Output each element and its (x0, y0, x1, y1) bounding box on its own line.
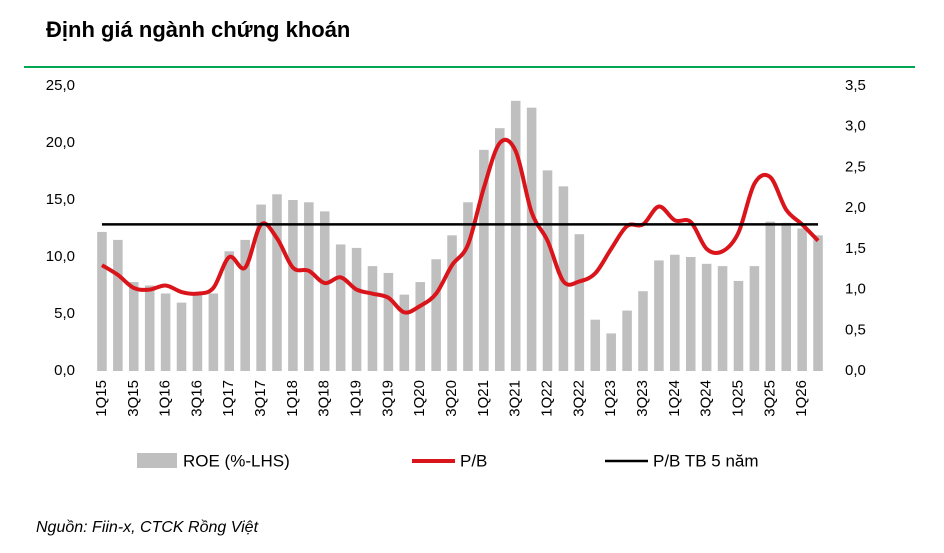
roe-bar (654, 260, 664, 371)
roe-bar (781, 222, 791, 371)
roe-bar (383, 272, 394, 371)
legend-label: P/B (460, 451, 487, 470)
roe-bar (160, 293, 171, 371)
y-tick-label: 10,0 (46, 248, 75, 265)
y-tick-label: 20,0 (46, 134, 75, 151)
x-tick-label: 1Q17 (220, 380, 237, 417)
y2-tick-label: 2,0 (845, 199, 866, 216)
roe-bar (765, 221, 776, 371)
x-tick-label: 3Q17 (252, 380, 269, 417)
x-tick-label: 3Q19 (379, 380, 396, 417)
x-tick-label: 1Q16 (157, 380, 174, 417)
roe-bar (733, 280, 744, 371)
y2-tick-label: 3,5 (845, 77, 866, 94)
roe-bar (240, 239, 250, 371)
roe-bar (335, 244, 346, 371)
legend-label: ROE (%-LHS) (183, 451, 290, 470)
roe-bar (367, 266, 378, 371)
roe-bar (606, 333, 616, 371)
y-tick-label: 5,0 (54, 305, 75, 322)
x-tick-label: 1Q25 (729, 380, 746, 417)
x-tick-label: 1Q20 (411, 380, 428, 417)
series-line (100, 137, 820, 315)
x-tick-label: 3Q22 (570, 380, 587, 417)
legend-swatch (137, 453, 177, 468)
x-tick-label: 1Q19 (348, 380, 365, 417)
legend-label: P/B TB 5 năm (653, 451, 759, 470)
y-tick-label: 25,0 (46, 77, 75, 94)
y2-tick-label: 2,5 (845, 158, 866, 175)
roe-bar (670, 254, 680, 371)
roe-bar (97, 231, 107, 371)
roe-bar (129, 282, 139, 371)
roe-bar (495, 128, 505, 371)
x-tick-label: 3Q15 (125, 380, 142, 417)
chart-title: Định giá ngành chứng khoán (46, 17, 350, 42)
roe-bar (113, 239, 123, 371)
roe-bar (622, 310, 632, 371)
y2-tick-label: 0,5 (845, 321, 866, 338)
roe-bar (144, 285, 155, 371)
roe-bar (574, 234, 585, 371)
roe-bar (256, 204, 266, 371)
x-tick-label: 3Q18 (316, 380, 333, 417)
source-note: Nguồn: Fiin-x, CTCK Rồng Việt (36, 519, 259, 536)
x-tick-label: 1Q26 (793, 380, 810, 417)
y2-tick-label: 3,0 (845, 118, 866, 135)
roe-bar (590, 319, 601, 371)
roe-bar (319, 211, 330, 371)
y2-tick-label: 1,5 (845, 240, 866, 257)
roe-bar (415, 282, 425, 371)
x-tick-label: 3Q21 (507, 380, 524, 417)
y-tick-label: 0,0 (54, 362, 75, 379)
roe-bar (192, 293, 203, 371)
x-tick-label: 1Q24 (666, 380, 683, 417)
x-tick-label: 3Q24 (698, 380, 715, 417)
x-tick-label: 3Q16 (188, 380, 205, 417)
roe-bar (288, 200, 298, 371)
x-tick-label: 1Q22 (538, 380, 555, 417)
x-tick-label: 3Q25 (761, 380, 778, 417)
roe-bar (304, 202, 314, 371)
roe-bar (447, 235, 457, 371)
roe-bar (510, 100, 521, 371)
roe-bar (272, 194, 282, 371)
y-tick-label: 15,0 (46, 191, 75, 208)
y2-tick-label: 1,0 (845, 281, 866, 298)
roe-bar (526, 107, 537, 371)
roe-bar (813, 235, 823, 371)
x-tick-label: 1Q18 (284, 380, 301, 417)
roe-bar (176, 302, 187, 371)
roe-bar (479, 149, 489, 371)
roe-bar (351, 247, 362, 371)
roe-bar (638, 291, 648, 371)
x-tick-label: 1Q15 (93, 380, 110, 417)
roe-bar (717, 266, 728, 371)
x-tick-label: 3Q20 (443, 380, 460, 417)
roe-bar (463, 202, 473, 371)
roe-bar (542, 170, 553, 371)
roe-bar (749, 266, 760, 371)
roe-bar (208, 293, 219, 371)
y2-tick-label: 0,0 (845, 362, 866, 379)
roe-bar (431, 259, 441, 371)
x-tick-label: 1Q21 (475, 380, 492, 417)
x-tick-label: 1Q23 (602, 380, 619, 417)
roe-bar (224, 251, 235, 371)
roe-bar (685, 257, 696, 371)
roe-bar (399, 294, 410, 371)
x-tick-label: 3Q23 (634, 380, 651, 417)
roe-bar (797, 228, 807, 371)
roe-bar (701, 263, 712, 371)
